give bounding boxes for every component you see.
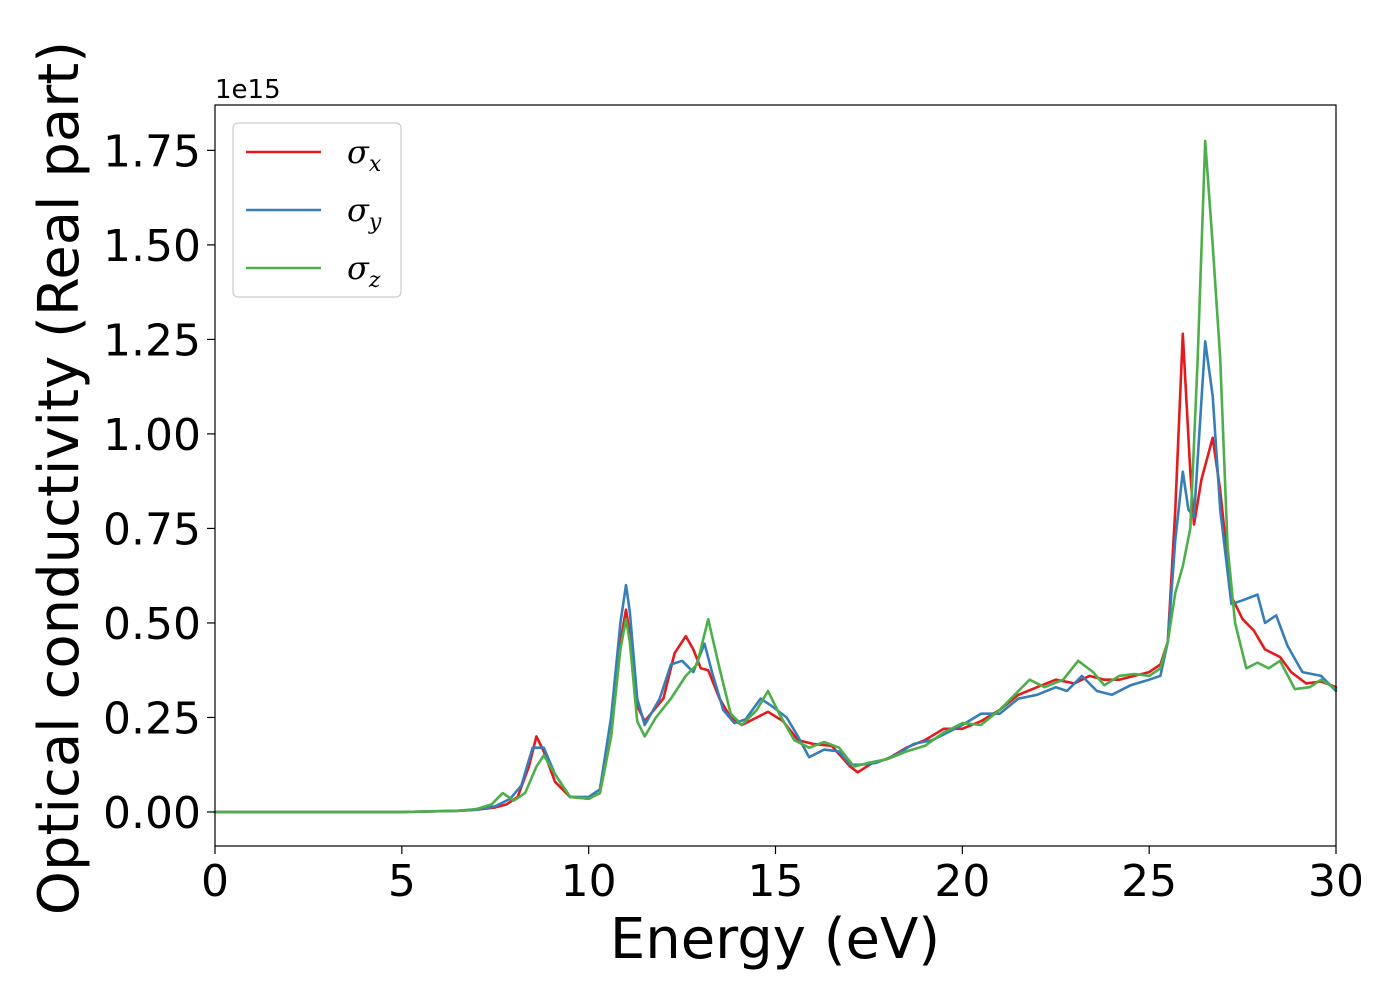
x-tick-label: 15 [748, 856, 804, 907]
legend: σx σy σz [232, 122, 402, 298]
y-tick-label: 1.25 [103, 315, 201, 366]
x-axis-title: Energy (eV) [610, 907, 940, 972]
y-tick-label: 0.75 [103, 504, 201, 555]
x-tick-label: 20 [934, 856, 990, 907]
x-tick-label: 30 [1308, 856, 1364, 907]
series-lines [213, 139, 1338, 814]
legend-label-y: σy [347, 191, 382, 235]
y-offset-label: 1e15 [215, 75, 281, 105]
y-axis-title: Optical conductivity (Real part) [27, 41, 92, 915]
legend-label-x: σx [347, 133, 382, 177]
legend-label-z: σz [347, 249, 381, 293]
x-tick-label: 0 [201, 856, 229, 907]
series-line-z [213, 139, 1338, 814]
x-tick-label: 25 [1121, 856, 1177, 907]
y-tick-label: 0.50 [103, 599, 201, 650]
y-tick-label: 0.00 [103, 788, 201, 839]
series-line-y [213, 340, 1338, 814]
y-tick-label: 1.00 [103, 410, 201, 461]
x-tick-label: 10 [561, 856, 617, 907]
y-tick-label: 1.50 [103, 221, 201, 272]
y-tick-label: 1.75 [103, 126, 201, 177]
x-tick-label: 5 [388, 856, 416, 907]
x-axis-ticks: 0 5 10 15 20 25 30 [201, 846, 1364, 907]
y-tick-label: 0.25 [103, 693, 201, 744]
y-axis-ticks: 0.00 0.25 0.50 0.75 1.00 1.25 1.50 1.75 [103, 126, 215, 839]
